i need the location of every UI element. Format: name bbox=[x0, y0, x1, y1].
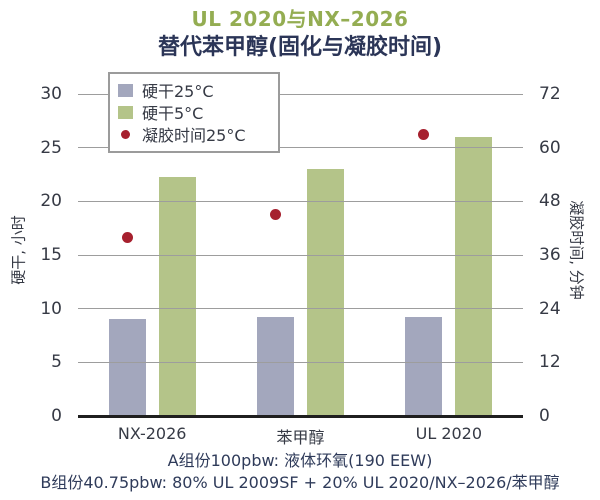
right-axis-tick-label: 72 bbox=[539, 84, 561, 104]
chart-title-line2: 替代苯甲醇(固化与凝胶时间) bbox=[157, 35, 443, 60]
right-axis-tick-label: 36 bbox=[539, 245, 561, 265]
left-axis-tick-label: 10 bbox=[40, 298, 62, 319]
category-label: NX-2026 bbox=[117, 424, 187, 443]
footnote-line2: B组份40.75pbw: 80% UL 2009SF + 20% UL 2020… bbox=[40, 473, 560, 492]
gridline bbox=[78, 308, 523, 310]
left-axis-tick-label: 20 bbox=[40, 191, 62, 212]
left-axis-tick-label: 25 bbox=[40, 137, 62, 158]
gel-time-point bbox=[121, 231, 133, 243]
left-axis-tick-label: 15 bbox=[40, 245, 62, 265]
legend-swatch-red-dot-icon bbox=[121, 129, 130, 139]
left-axis-tick-label: 30 bbox=[40, 84, 62, 104]
chart-title-line1: UL 2020与NX–2026 bbox=[191, 7, 409, 31]
gel-time-point bbox=[270, 209, 281, 221]
gridline bbox=[78, 254, 523, 256]
legend-item-gel-time-25c: 凝胶时间25°C bbox=[118, 123, 270, 145]
x-axis-line bbox=[78, 415, 523, 418]
footnote-line1: A组份100pbw: 液体环氧(190 EEW) bbox=[167, 451, 433, 470]
category-label: 苯甲醇 bbox=[276, 428, 325, 447]
gridline bbox=[78, 93, 523, 95]
category-label: UL 2020 bbox=[415, 424, 483, 443]
legend-label: 凝胶时间25°C bbox=[142, 126, 246, 145]
legend-swatch-gray-square bbox=[118, 83, 133, 97]
bar-hard-dry-5c bbox=[455, 136, 493, 416]
bar-hard-dry-25c bbox=[257, 317, 294, 416]
right-axis-tick-label: 24 bbox=[539, 298, 561, 319]
bar-hard-dry-25c bbox=[405, 317, 443, 416]
legend: 硬干25°C 硬干5°C 凝胶时间25°C bbox=[108, 72, 280, 153]
gel-time-point bbox=[418, 128, 430, 140]
legend-label: 硬干5°C bbox=[142, 104, 204, 123]
gridline bbox=[78, 147, 523, 149]
gridline bbox=[78, 361, 523, 363]
legend-item-hard-dry-5c: 硬干5°C bbox=[118, 101, 270, 123]
bar-hard-dry-5c bbox=[307, 169, 344, 416]
right-axis-tick-label: 60 bbox=[539, 137, 561, 158]
left-axis-tick-label: 0 bbox=[51, 406, 62, 426]
gridline bbox=[78, 200, 523, 202]
bar-hard-dry-5c bbox=[158, 176, 196, 416]
right-axis-tick-label: 48 bbox=[539, 191, 561, 212]
right-axis-tick-label: 12 bbox=[539, 352, 561, 373]
bar-hard-dry-25c bbox=[108, 319, 146, 416]
legend-item-hard-dry-25c: 硬干25°C bbox=[118, 79, 270, 101]
legend-swatch-green-square bbox=[118, 105, 133, 119]
right-axis-tick-label: 0 bbox=[539, 406, 550, 426]
left-axis-tick-label: 5 bbox=[51, 352, 62, 373]
legend-label: 硬干25°C bbox=[142, 82, 214, 101]
